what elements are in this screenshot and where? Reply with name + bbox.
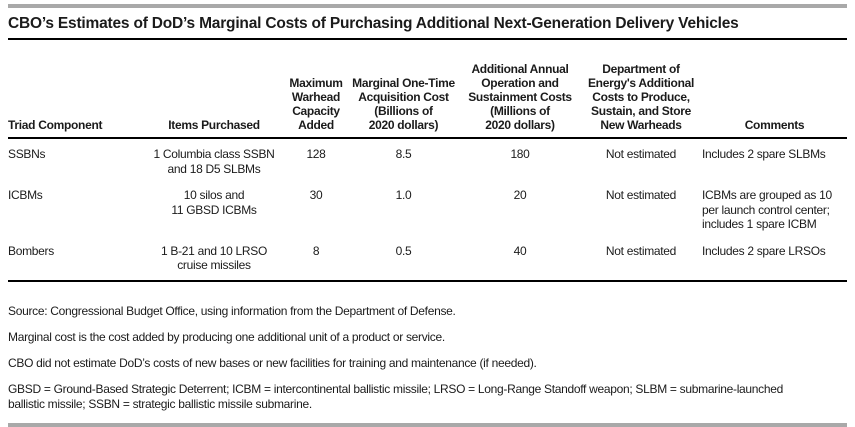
report-title: CBO’s Estimates of DoD’s Marginal Costs … xyxy=(8,15,739,32)
cell-acquisition-cost: 0.5 xyxy=(347,235,460,282)
table-row-bombers: Bombers 1 B-21 and 10 LRSO cruise missil… xyxy=(8,235,847,282)
cell-comments: Includes 2 spare SLBMs xyxy=(702,147,826,161)
col-header-max-warhead-capacity: Maximum Warhead Capacity Added xyxy=(285,40,347,139)
bottom-accent-bar xyxy=(8,422,847,427)
cell-doe-costs: Not estimated xyxy=(605,147,677,161)
note-estimate-caveat: CBO did not estimate DoD’s costs of new … xyxy=(8,355,537,370)
top-accent-bar xyxy=(8,4,847,8)
cost-table: Triad Component Items Purchased Maximum … xyxy=(8,40,847,282)
note-source: Source: Congressional Budget Office, usi… xyxy=(8,303,456,318)
cell-acquisition-cost: 1.0 xyxy=(395,188,412,202)
note-abbreviations: GBSD = Ground-Based Strategic Deterrent;… xyxy=(8,381,784,411)
cell-items-purchased: 1 Columbia class SSBN and 18 D5 SLBMs xyxy=(153,147,275,176)
cell-oas-costs: 20 xyxy=(513,188,527,202)
cell-comments: ICBMs are grouped as 10 per launch contr… xyxy=(702,188,832,231)
cell-triad-component: SSBNs xyxy=(8,147,46,161)
header-row: Triad Component Items Purchased Maximum … xyxy=(8,40,847,139)
table-row-ssbns: SSBNs 1 Columbia class SSBN and 18 D5 SL… xyxy=(8,138,847,180)
col-header-acquisition-cost: Marginal One-Time Acquisition Cost (Bill… xyxy=(347,40,460,139)
cell-max-warhead-capacity: 8 xyxy=(285,235,347,282)
col-header-triad-component: Triad Component xyxy=(8,40,143,139)
cell-doe-costs: Not estimated xyxy=(580,235,702,282)
note-marginal-cost-definition: Marginal cost is the cost added by produ… xyxy=(8,329,445,344)
cell-triad-component: ICBMs xyxy=(8,188,43,202)
col-header-doe-costs: Department of Energy's Additional Costs … xyxy=(580,40,702,139)
cell-max-warhead-capacity: 128 xyxy=(306,147,326,161)
table-header: Triad Component Items Purchased Maximum … xyxy=(8,40,847,139)
cell-max-warhead-capacity: 30 xyxy=(309,188,323,202)
cell-items-purchased: 10 silos and 11 GBSD ICBMs xyxy=(171,188,257,217)
cell-comments: Includes 2 spare LRSOs xyxy=(702,235,847,282)
table-body: SSBNs 1 Columbia class SSBN and 18 D5 SL… xyxy=(8,138,847,282)
title-rule xyxy=(8,38,847,40)
cell-oas-costs: 40 xyxy=(460,235,580,282)
col-header-oas-costs: Additional Annual Operation and Sustainm… xyxy=(460,40,580,139)
cell-oas-costs: 180 xyxy=(510,147,530,161)
cell-triad-component: Bombers xyxy=(8,235,143,282)
cell-acquisition-cost: 8.5 xyxy=(395,147,412,161)
col-header-items-purchased: Items Purchased xyxy=(143,40,285,139)
col-header-comments: Comments xyxy=(702,40,847,139)
footnotes: Source: Congressional Budget Office, usi… xyxy=(8,304,847,412)
cell-doe-costs: Not estimated xyxy=(605,188,677,202)
table-row-icbms: ICBMs 10 silos and 11 GBSD ICBMs 30 1.0 … xyxy=(8,180,847,236)
report-page: CBO’s Estimates of DoD’s Marginal Costs … xyxy=(0,4,855,427)
cell-items-purchased: 1 B-21 and 10 LRSO cruise missiles xyxy=(143,235,285,282)
